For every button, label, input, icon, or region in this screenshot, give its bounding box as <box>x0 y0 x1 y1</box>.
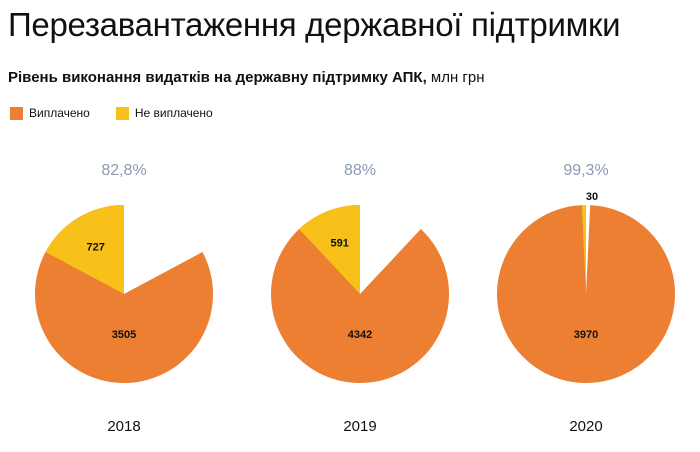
pie-slice-paid-2020 <box>496 205 675 383</box>
legend-swatch-unpaid <box>115 106 129 120</box>
legend-item-paid: Виплачено <box>10 106 90 120</box>
page-title: Перезавантаження державної підтримки <box>8 6 621 43</box>
legend-item-unpaid: Не виплачено <box>115 106 213 120</box>
data-label-unpaid-2018: 727 <box>86 242 104 254</box>
chart-subtitle: Рівень виконання видатків на державну пі… <box>8 69 485 86</box>
data-label-paid-2018: 3505 <box>112 329 136 341</box>
data-label-paid-2019: 4342 <box>348 329 372 341</box>
legend-swatch-paid <box>10 106 23 120</box>
pie-slice-unpaid-2018 <box>45 205 124 294</box>
legend-label-unpaid: Не виплачено <box>134 106 213 120</box>
percent-label-2018: 82,8% <box>101 162 146 179</box>
legend-label-paid: Виплачено <box>29 106 90 120</box>
percent-label-2020: 99,3% <box>563 162 608 179</box>
year-label-2018: 2018 <box>107 418 140 435</box>
subtitle-main: Рівень виконання видатків на державну пі… <box>8 69 427 86</box>
pie-slice-unpaid-2020 <box>581 205 586 294</box>
year-label-2019: 2019 <box>343 418 376 435</box>
year-label-2020: 2020 <box>569 418 602 435</box>
pie-slice-paid-2019 <box>270 205 449 383</box>
data-label-unpaid-2020: 30 <box>586 191 598 203</box>
subtitle-unit: млн грн <box>426 69 485 86</box>
data-label-unpaid-2019: 591 <box>331 238 349 250</box>
percent-label-2019: 88% <box>344 162 376 179</box>
pie-slice-unpaid-2019 <box>299 205 360 294</box>
data-label-paid-2020: 3970 <box>574 329 598 341</box>
legend: Виплачено Не виплачено <box>10 106 239 120</box>
